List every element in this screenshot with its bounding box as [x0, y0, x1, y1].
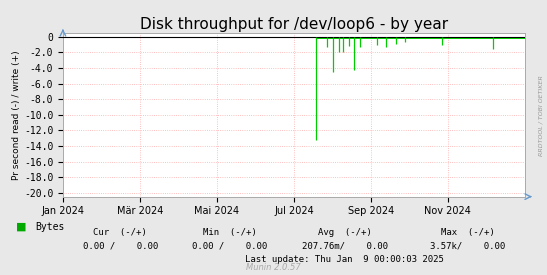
- Text: Munin 2.0.57: Munin 2.0.57: [246, 263, 301, 272]
- Text: Max  (-/+): Max (-/+): [441, 228, 494, 237]
- Text: Cur  (-/+): Cur (-/+): [94, 228, 147, 237]
- Text: 0.00 /    0.00: 0.00 / 0.00: [192, 242, 267, 251]
- Text: ■: ■: [16, 222, 27, 232]
- Text: 0.00 /    0.00: 0.00 / 0.00: [83, 242, 158, 251]
- Text: Last update: Thu Jan  9 00:00:03 2025: Last update: Thu Jan 9 00:00:03 2025: [245, 255, 444, 263]
- Text: Avg  (-/+): Avg (-/+): [318, 228, 371, 237]
- Text: RRDTOOL / TOBI OETIKER: RRDTOOL / TOBI OETIKER: [538, 75, 543, 156]
- Text: Min  (-/+): Min (-/+): [203, 228, 257, 237]
- Text: Bytes: Bytes: [36, 222, 65, 232]
- Text: 3.57k/    0.00: 3.57k/ 0.00: [430, 242, 505, 251]
- Title: Disk throughput for /dev/loop6 - by year: Disk throughput for /dev/loop6 - by year: [140, 17, 448, 32]
- Y-axis label: Pr second read (-) / write (+): Pr second read (-) / write (+): [12, 50, 21, 180]
- Text: 207.76m/    0.00: 207.76m/ 0.00: [301, 242, 388, 251]
